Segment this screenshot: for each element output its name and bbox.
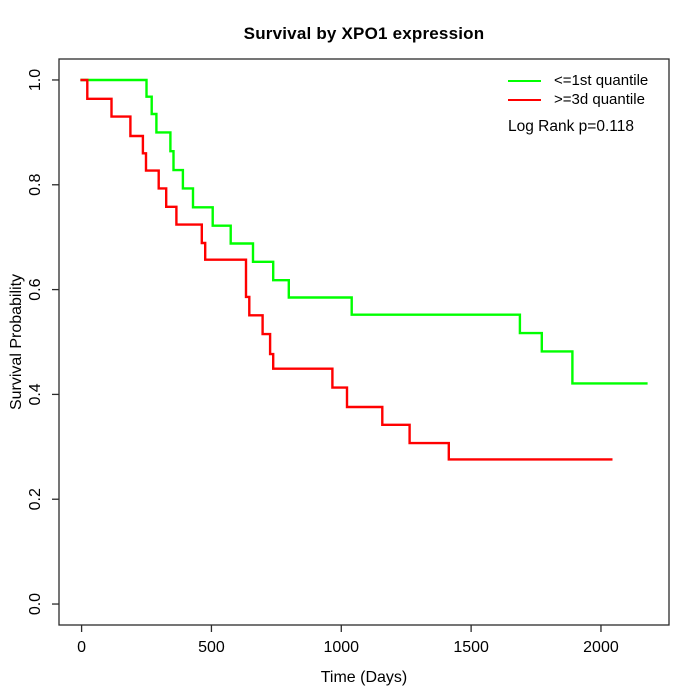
survival-curve-low-expression (80, 78, 648, 385)
legend-label-first-quantile: <=1st quantile (554, 72, 649, 89)
legend-label-third-quantile: >=3d quantile (554, 91, 645, 108)
red-line-swatch (508, 98, 541, 101)
y-tick-label: 0.8 (27, 174, 44, 196)
x-axis-label: Time (Days) (320, 669, 408, 686)
x-tick-label: 0 (77, 639, 86, 656)
y-tick-label: 0.0 (27, 593, 44, 615)
x-tick-label: 500 (198, 639, 225, 656)
chart-title: Survival by XPO1 expression (243, 24, 485, 43)
y-tick-label: 0.6 (27, 278, 44, 300)
legend-item-first-quantile: <=1st quantile (508, 71, 648, 90)
legend-item-third-quantile: >=3d quantile (508, 90, 648, 109)
green-line-swatch (508, 79, 541, 82)
x-tick-label: 2000 (583, 639, 619, 656)
y-tick-label: 0.2 (27, 488, 44, 510)
y-tick-label: 0.4 (27, 383, 44, 405)
logrank-pvalue-text: Log Rank p=0.118 (508, 118, 634, 135)
legend: <=1st quantile >=3d quantile Log Rank p=… (508, 71, 648, 136)
x-tick-label: 1500 (453, 639, 489, 656)
x-tick-label: 1000 (323, 639, 359, 656)
y-axis-label: Survival Probability (8, 273, 25, 411)
survival-curve-high-expression (80, 78, 613, 461)
plot-frame-box (58, 58, 670, 626)
y-tick-label: 1.0 (27, 69, 44, 91)
